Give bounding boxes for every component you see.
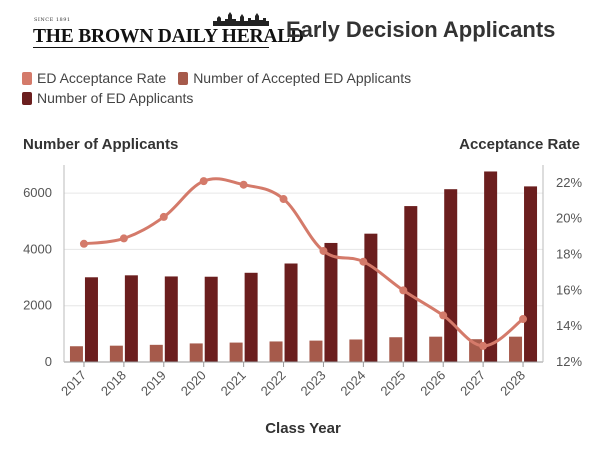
bar-applicants	[364, 233, 378, 362]
skyline-icon	[213, 12, 269, 26]
acceptance-rate-point	[159, 212, 168, 221]
bar-applicants	[404, 206, 418, 362]
acceptance-rate-point	[519, 315, 528, 324]
legend-swatch-accepted	[178, 71, 189, 85]
y-tick-label: 4000	[23, 241, 52, 256]
y2-tick-label: 22%	[556, 175, 582, 190]
acceptance-rate-point	[79, 239, 88, 248]
bar-applicants	[124, 275, 138, 362]
acceptance-rate-point	[119, 234, 128, 243]
x-tick-label: 2024	[337, 368, 368, 399]
acceptance-rate-point	[359, 257, 368, 266]
x-tick-label: 2017	[58, 368, 89, 399]
x-tick-label: 2022	[258, 368, 289, 399]
y2-tick-label: 18%	[556, 247, 582, 262]
bar-applicants	[444, 189, 458, 362]
bar-accepted	[149, 344, 163, 362]
logo-name: THE BROWN DAILY HERALD	[33, 26, 304, 47]
legend-item-accepted[interactable]: Number of Accepted ED Applicants	[178, 70, 411, 86]
logo-rule	[33, 47, 269, 48]
bar-accepted	[229, 342, 243, 362]
bar-applicants	[244, 272, 258, 362]
bar-accepted	[269, 341, 283, 362]
chart-legend: ED Acceptance Rate Number of Accepted ED…	[22, 68, 423, 108]
bar-applicants	[164, 276, 178, 362]
bar-applicants	[324, 242, 338, 362]
legend-swatch-acceptance-rate	[22, 71, 32, 85]
bar-accepted	[429, 336, 443, 362]
y2-tick-label: 12%	[556, 354, 582, 369]
x-tick-label: 2021	[218, 368, 249, 399]
axes-group: 0 2000 4000 6000 12% 14% 16% 18% 20% 22% 2017 2018 2…	[23, 165, 582, 399]
acceptance-rate-point	[399, 286, 408, 295]
x-tick-label: 2019	[138, 368, 169, 399]
acceptance-rate-point	[479, 341, 488, 350]
acceptance-rate-point	[319, 246, 328, 255]
brown-daily-herald-logo: SINCE 1891 THE BROWN DAILY HERALD	[33, 12, 304, 48]
acceptance-rate-point	[439, 311, 448, 320]
bar-accepted	[389, 337, 403, 362]
acceptance-rate-point	[199, 177, 208, 186]
bar-accepted	[69, 346, 83, 362]
y-tick-label: 0	[45, 354, 52, 369]
legend-label-acceptance-rate: ED Acceptance Rate	[37, 70, 167, 86]
rate-line-group	[79, 177, 528, 350]
legend-label-accepted: Number of Accepted ED Applicants	[193, 70, 412, 86]
bar-applicants	[204, 276, 218, 362]
y2-axis-title: Acceptance Rate	[459, 136, 580, 153]
y2-tick-label: 16%	[556, 282, 582, 297]
acceptance-rate-point	[239, 180, 248, 189]
x-tick-label: 2020	[178, 368, 209, 399]
chart-title: Early Decision Applicants	[286, 17, 556, 42]
y2-tick-label: 20%	[556, 211, 582, 226]
bar-accepted	[349, 339, 363, 362]
y-tick-label: 2000	[23, 298, 52, 313]
y2-tick-label: 14%	[556, 318, 582, 333]
bar-accepted	[309, 340, 323, 362]
x-axis-title: Class Year	[265, 420, 341, 437]
x-tick-label: 2023	[298, 368, 329, 399]
bar-applicants	[84, 277, 98, 362]
bar-applicants	[284, 263, 298, 362]
bar-accepted	[109, 345, 123, 362]
x-tick-label: 2018	[98, 368, 129, 399]
legend-swatch-applicants	[22, 91, 32, 105]
acceptance-rate-point	[279, 195, 288, 204]
logo-since-text: SINCE 1891	[34, 17, 71, 23]
x-tick-label: 2028	[497, 368, 528, 399]
x-tick-label: 2026	[417, 368, 448, 399]
x-tick-label: 2027	[457, 368, 488, 399]
gridlines	[64, 192, 543, 307]
y-axis-title: Number of Applicants	[23, 136, 178, 153]
legend-item-applicants[interactable]: Number of ED Applicants	[22, 90, 193, 106]
bar-accepted	[189, 343, 203, 362]
y-tick-label: 6000	[23, 185, 52, 200]
legend-item-acceptance-rate[interactable]: ED Acceptance Rate	[22, 70, 166, 86]
x-tick-label: 2025	[377, 368, 408, 399]
bar-accepted	[509, 336, 523, 362]
bar-applicants	[484, 171, 498, 362]
bars-group	[69, 171, 538, 362]
bar-applicants	[524, 186, 538, 362]
legend-label-applicants: Number of ED Applicants	[37, 90, 194, 106]
